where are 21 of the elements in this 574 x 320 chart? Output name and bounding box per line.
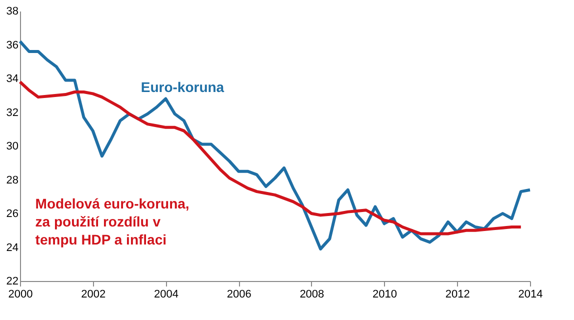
y-tick-label: 26: [6, 208, 18, 220]
y-tick-label: 34: [6, 73, 18, 85]
x-tick-label: 2014: [518, 288, 543, 300]
y-tick-label: 36: [6, 39, 18, 52]
y-tick-label: 28: [6, 174, 18, 186]
series-label: Euro-koruna: [140, 79, 224, 96]
x-tick-label: 2012: [445, 288, 470, 300]
y-tick-label: 24: [6, 242, 18, 254]
text: Modelová euro-koruna, za použití rozdílu v tempu HDP a inflaci: [35, 195, 190, 248]
x-tick-label: 2004: [154, 288, 178, 300]
x-tick-label: 2002: [81, 288, 106, 300]
x-tick-label: 2008: [300, 288, 324, 300]
x-tick-label: 2006: [226, 288, 252, 300]
x-tick-label: 2010: [372, 288, 398, 300]
y-tick-label: 22: [6, 276, 18, 288]
line-series: [18, 40, 532, 250]
y-tick-label: 38: [6, 6, 18, 18]
y-tick-label: 30: [6, 140, 18, 152]
line-series: [18, 80, 522, 236]
y-tick-label: 32: [6, 106, 18, 119]
x-tick-label: 2000: [8, 288, 33, 300]
